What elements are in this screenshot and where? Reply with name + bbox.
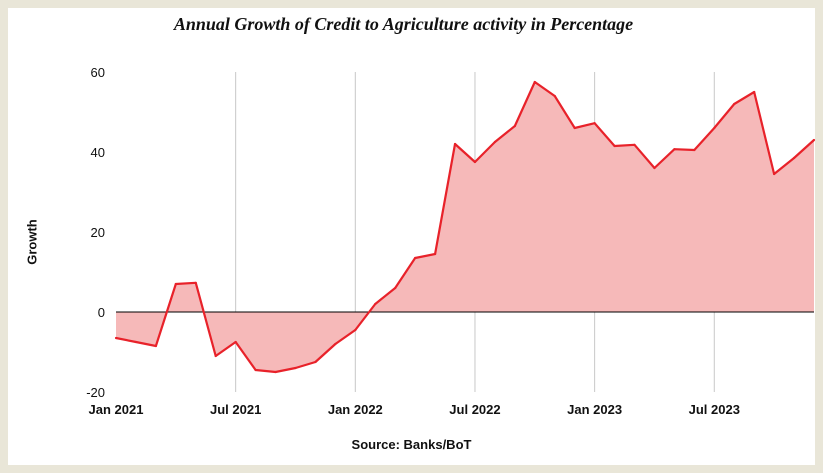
x-tick-label: Jan 2021 [89, 402, 144, 417]
data-point [633, 143, 636, 146]
data-point [533, 80, 536, 84]
data-point [812, 138, 816, 142]
data-point [214, 354, 217, 358]
data-point [792, 156, 796, 160]
data-point [473, 160, 477, 164]
x-axis-label: Source: Banks/BoT [351, 437, 472, 452]
data-point [334, 342, 337, 346]
data-point [693, 148, 696, 152]
data-point [414, 256, 417, 260]
y-tick-label: 60 [91, 65, 105, 80]
data-point [154, 344, 157, 348]
data-point [553, 94, 556, 98]
chart-title: Annual Growth of Credit to Agriculture a… [173, 14, 634, 34]
data-point [453, 142, 457, 146]
data-point [354, 328, 357, 332]
data-point [254, 368, 257, 372]
series-line [115, 80, 815, 374]
y-tick-label: -20 [86, 385, 105, 400]
data-point [194, 281, 197, 284]
area-fill [116, 82, 814, 372]
data-point [374, 302, 377, 306]
data-point [114, 336, 118, 340]
data-point [713, 126, 716, 130]
data-point [433, 252, 437, 256]
x-tick-label: Jan 2022 [328, 402, 383, 417]
data-point [134, 340, 138, 344]
data-point [394, 286, 397, 290]
data-point [294, 366, 297, 370]
data-point [733, 102, 736, 106]
y-tick-label: 0 [98, 305, 105, 320]
data-point [573, 126, 576, 130]
data-point [274, 370, 277, 374]
x-tick-label: Jan 2023 [567, 402, 622, 417]
x-tick-label: Jul 2022 [449, 402, 500, 417]
data-point [613, 144, 616, 148]
data-point [174, 282, 177, 286]
data-point [493, 140, 497, 144]
data-point [773, 172, 776, 176]
data-point [653, 166, 656, 170]
data-point [314, 360, 317, 364]
data-point [234, 340, 237, 344]
y-tick-label: 20 [91, 225, 105, 240]
x-tick-label: Jul 2023 [689, 402, 740, 417]
data-point [513, 124, 516, 128]
data-point [593, 122, 596, 125]
data-point [673, 148, 676, 151]
x-tick-label: Jul 2021 [210, 402, 261, 417]
y-tick-label: 40 [91, 145, 105, 160]
data-point [753, 90, 756, 94]
